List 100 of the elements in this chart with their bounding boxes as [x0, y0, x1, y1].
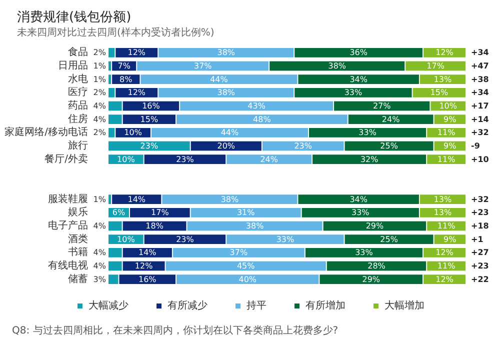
data-label: 38%	[328, 62, 346, 70]
data-label: 44%	[220, 128, 240, 138]
data-label: 10%	[124, 128, 142, 138]
text: +27	[471, 248, 489, 258]
y-tick-label: 有线电视	[48, 260, 88, 272]
data-label: 4%	[93, 248, 106, 258]
legend-label: 持平	[246, 300, 266, 312]
y-tick-label: 药品	[68, 100, 88, 112]
data-label: 36%	[350, 48, 368, 58]
data-label: 43%	[248, 102, 266, 110]
chart-subtitle: 未来四周对比过去四周(样本内受访者比例%)	[17, 26, 214, 38]
data-label: 11%	[437, 222, 456, 230]
data-label: 12%	[436, 48, 454, 58]
data-label: 27%	[372, 102, 392, 110]
y-tick-label: 娱乐	[68, 206, 88, 218]
data-label: 20%	[217, 142, 236, 150]
data-label: 1%	[93, 62, 106, 70]
y-tick-label: 电子产品	[48, 220, 88, 232]
text: -9	[471, 142, 480, 150]
data-label: 14%	[128, 194, 146, 204]
data-label: 34%	[350, 74, 368, 84]
data-label: 15%	[430, 88, 448, 98]
y-tick-label: 水电	[68, 72, 88, 85]
data-label: 15%	[140, 114, 158, 124]
data-label: 38%	[217, 48, 236, 58]
y-tick-label: 旅行	[68, 140, 88, 152]
data-label: 17%	[151, 208, 170, 218]
text: +47	[471, 62, 489, 70]
y-tick-label: 食品	[68, 46, 88, 58]
data-label: 24%	[260, 154, 278, 164]
data-label: 12%	[128, 88, 146, 98]
data-label: 29%	[366, 222, 384, 230]
legend-label: 大幅减少	[88, 300, 128, 312]
data-label: 25%	[380, 142, 398, 150]
data-label: 9%	[444, 142, 457, 150]
y-tick-label: 储蓄	[68, 272, 88, 285]
data-label: 11%	[437, 128, 456, 138]
data-label: 28%	[368, 262, 386, 270]
data-label: 33%	[355, 248, 374, 258]
data-label: 23%	[176, 154, 194, 164]
data-label: 45%	[236, 262, 256, 270]
text: +10	[471, 154, 490, 164]
text: +1	[471, 234, 484, 244]
data-label: 1%	[93, 74, 106, 84]
data-label: 2%	[93, 128, 106, 138]
data-label: 33%	[276, 234, 294, 244]
data-label: 37%	[194, 62, 212, 70]
data-label: 11%	[437, 154, 456, 164]
data-label: 12%	[134, 262, 154, 270]
data-label: 31%	[236, 208, 256, 218]
data-label: 14%	[138, 248, 157, 258]
data-label: 12%	[128, 48, 146, 58]
data-label: 10%	[439, 102, 458, 110]
legend-label: 有所减少	[168, 300, 208, 312]
data-label: 10%	[117, 154, 136, 164]
text: +23	[471, 262, 489, 270]
data-label: 4%	[93, 114, 106, 124]
data-label: 13%	[434, 74, 452, 84]
data-label: 4%	[93, 222, 106, 230]
data-label: 2%	[93, 88, 106, 98]
text: +34	[471, 88, 490, 98]
text: Q8: 与过去四周相比，在未来四周内，你计划在以下各类商品上花费多少?	[12, 324, 338, 336]
data-label: 9%	[444, 234, 457, 244]
data-label: 2%	[93, 48, 106, 58]
data-label: 23%	[176, 234, 194, 244]
data-label: 33%	[344, 88, 363, 98]
data-label: 29%	[362, 274, 380, 284]
legend-label: 有所增加	[306, 300, 346, 312]
data-label: 23%	[294, 142, 312, 150]
chart-title: 消费规律(钱包份额)	[17, 10, 132, 25]
y-tick-label: 服装鞋履	[48, 192, 88, 205]
y-tick-label: 书籍	[68, 246, 88, 258]
y-tick-label: 酒类	[68, 232, 88, 245]
data-label: 38%	[220, 194, 240, 204]
data-label: 7%	[118, 62, 131, 70]
data-label: 4%	[93, 262, 106, 270]
data-label: 16%	[142, 102, 160, 110]
data-label: 13%	[434, 194, 452, 204]
data-label: 9%	[444, 114, 457, 124]
y-tick-label: 住房	[68, 112, 88, 125]
data-label: 38%	[217, 88, 236, 98]
text: +22	[471, 274, 489, 284]
data-label: 8%	[120, 74, 133, 84]
data-label: 24%	[382, 114, 400, 124]
y-tick-label: 餐厅/外卖	[44, 152, 88, 165]
data-label: 34%	[350, 194, 368, 204]
data-label: 23%	[140, 142, 158, 150]
text: +38	[471, 74, 490, 84]
text: +18	[471, 222, 490, 230]
y-tick-label: 日用品	[58, 60, 88, 72]
y-tick-label: 家庭网络/移动电话	[4, 126, 88, 138]
data-label: 44%	[210, 74, 228, 84]
data-label: 33%	[352, 208, 370, 218]
text: +17	[471, 102, 489, 110]
data-label: 10%	[117, 234, 136, 244]
data-label: 25%	[380, 234, 398, 244]
data-label: 40%	[238, 274, 257, 284]
data-label: 12%	[436, 248, 454, 258]
text: +32	[471, 128, 489, 138]
data-label: 4%	[93, 102, 106, 110]
